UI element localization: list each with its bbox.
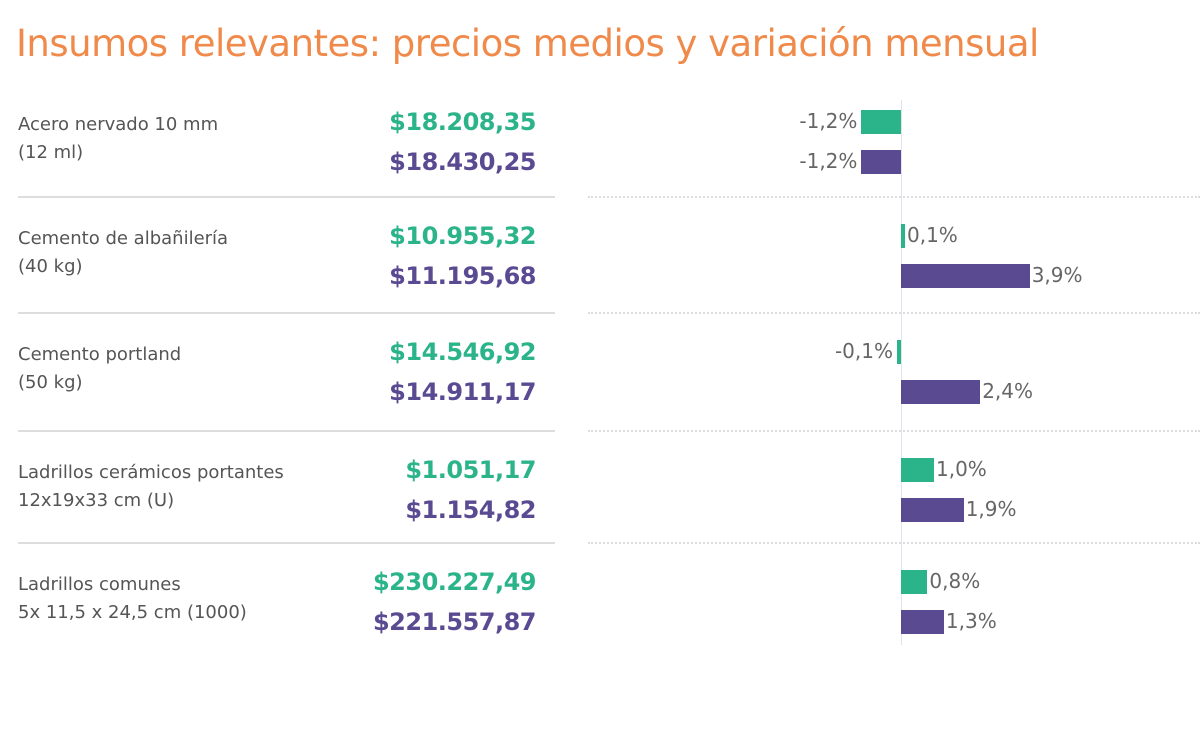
row-separator <box>18 312 555 314</box>
data-label: 3,9% <box>1031 263 1083 287</box>
category-label: Cemento portland <box>18 344 182 365</box>
bar-purple <box>901 380 981 404</box>
bar-purple <box>861 150 901 174</box>
price-value: $221.557,87 <box>372 608 537 636</box>
data-label: 0,8% <box>929 569 981 593</box>
data-label: 1,3% <box>945 609 997 633</box>
price-value: $1.154,82 <box>405 496 536 524</box>
category-unit: 5x 11,5 x 24,5 cm (1000) <box>18 602 247 623</box>
data-label: -1,2% <box>799 109 858 133</box>
bar-purple <box>901 498 964 522</box>
category-label: Acero nervado 10 mm <box>18 114 219 135</box>
data-label: 0,1% <box>907 223 958 247</box>
category-label: Ladrillos cerámicos portantes <box>18 462 284 483</box>
row-separator-dotted <box>588 196 1200 198</box>
price-value: $18.208,35 <box>389 108 536 136</box>
bar-green <box>897 340 901 364</box>
price-value: $11.195,68 <box>389 262 536 290</box>
category-label: Cemento de albañilería <box>18 228 229 249</box>
data-label: 2,4% <box>982 379 1033 403</box>
row-separator <box>18 196 555 198</box>
bar-green <box>861 110 901 134</box>
bar-purple <box>901 610 944 634</box>
data-label: -1,2% <box>799 149 858 173</box>
data-label: -0,1% <box>834 339 893 363</box>
bar-green <box>901 224 905 248</box>
data-label: 1,0% <box>936 457 987 481</box>
category-unit: 12x19x33 cm (U) <box>18 490 175 511</box>
row-separator-dotted <box>588 542 1200 544</box>
bar-green <box>901 570 928 594</box>
row-separator-dotted <box>588 430 1200 432</box>
category-unit: (12 ml) <box>18 142 84 163</box>
price-value: $14.546,92 <box>389 338 536 366</box>
category-unit: (50 kg) <box>18 372 83 393</box>
bar-green <box>901 458 934 482</box>
category-label: Ladrillos comunes <box>18 574 181 595</box>
zero-axis <box>901 100 902 645</box>
category-unit: (40 kg) <box>18 256 83 277</box>
row-separator <box>18 430 555 432</box>
price-value: $1.051,17 <box>405 456 536 484</box>
data-label: 1,9% <box>965 497 1017 521</box>
row-separator-dotted <box>588 312 1200 314</box>
price-value: $10.955,32 <box>389 222 536 250</box>
price-value: $14.911,17 <box>389 378 536 406</box>
chart-title: Insumos relevantes: precios medios y var… <box>16 22 1039 65</box>
price-value: $230.227,49 <box>372 568 537 596</box>
price-value: $18.430,25 <box>389 148 536 176</box>
row-separator <box>18 542 555 544</box>
bar-purple <box>901 264 1030 288</box>
